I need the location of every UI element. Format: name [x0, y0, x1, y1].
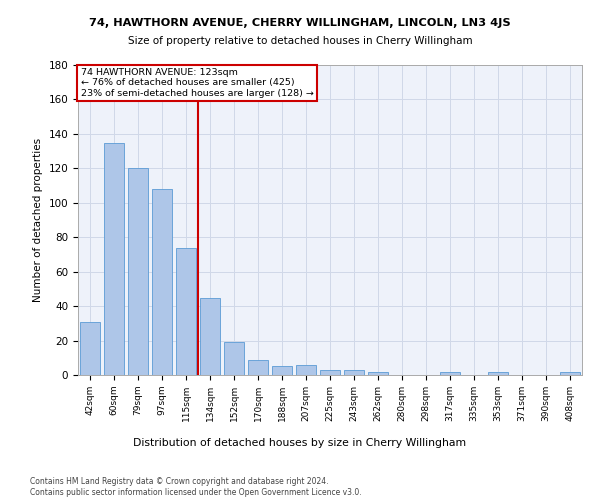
Y-axis label: Number of detached properties: Number of detached properties: [33, 138, 43, 302]
Text: 74, HAWTHORN AVENUE, CHERRY WILLINGHAM, LINCOLN, LN3 4JS: 74, HAWTHORN AVENUE, CHERRY WILLINGHAM, …: [89, 18, 511, 28]
Bar: [176, 248, 196, 375]
Bar: [296, 364, 316, 375]
Bar: [440, 372, 460, 375]
Bar: [128, 168, 148, 375]
Bar: [272, 366, 292, 375]
Bar: [488, 372, 508, 375]
Bar: [152, 189, 172, 375]
Bar: [80, 322, 100, 375]
Text: Contains HM Land Registry data © Crown copyright and database right 2024.
Contai: Contains HM Land Registry data © Crown c…: [30, 478, 362, 497]
Bar: [200, 298, 220, 375]
Bar: [560, 372, 580, 375]
Text: Distribution of detached houses by size in Cherry Willingham: Distribution of detached houses by size …: [133, 438, 467, 448]
Text: Size of property relative to detached houses in Cherry Willingham: Size of property relative to detached ho…: [128, 36, 472, 46]
Bar: [320, 370, 340, 375]
Bar: [344, 370, 364, 375]
Bar: [104, 142, 124, 375]
Bar: [368, 372, 388, 375]
Bar: [248, 360, 268, 375]
Bar: [224, 342, 244, 375]
Text: 74 HAWTHORN AVENUE: 123sqm
← 76% of detached houses are smaller (425)
23% of sem: 74 HAWTHORN AVENUE: 123sqm ← 76% of deta…: [80, 68, 313, 98]
